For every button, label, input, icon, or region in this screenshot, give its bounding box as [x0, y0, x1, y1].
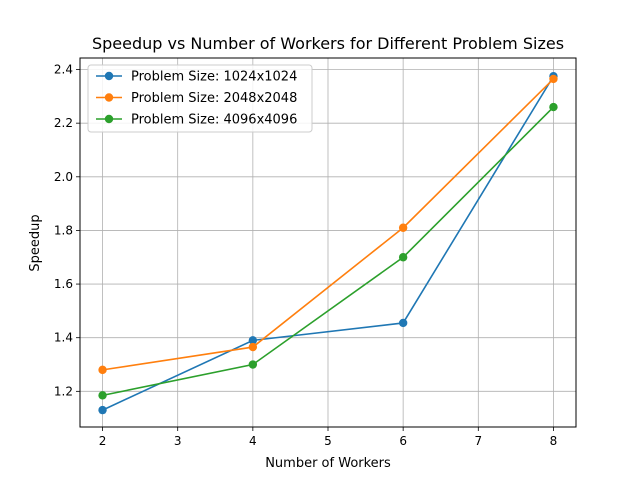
y-tick-label: 1.4 — [54, 331, 73, 345]
data-point — [549, 102, 558, 112]
legend-item: Problem Size: 4096x4096 — [96, 113, 297, 128]
x-tick-label: 2 — [99, 434, 107, 448]
legend-label: Problem Size: 4096x4096 — [131, 113, 297, 128]
y-tick-label: 2.0 — [54, 170, 73, 184]
x-tick-label: 3 — [174, 434, 182, 448]
data-point — [398, 223, 408, 232]
legend: Problem Size: 1024x1024 Problem Size: 204… — [87, 64, 313, 133]
legend-marker — [104, 71, 114, 81]
x-tick-label: 4 — [249, 434, 257, 448]
y-tick-label: 1.6 — [54, 277, 73, 291]
x-axis-label: Number of Workers — [265, 456, 391, 471]
y-axis-ticks: 1.2 1.4 1.6 1.8 2.0 2.2 2.4 — [54, 63, 80, 398]
data-point — [248, 336, 258, 345]
x-axis-ticks: 2 3 4 5 6 7 8 — [99, 427, 558, 448]
legend-label: Problem Size: 2048x2048 — [131, 91, 297, 106]
series-line — [102, 78, 555, 371]
data-point — [248, 360, 258, 369]
data-point — [398, 253, 408, 262]
y-tick-label: 1.8 — [54, 223, 73, 237]
x-tick-label: 5 — [324, 434, 332, 448]
x-tick-label: 8 — [550, 434, 558, 448]
legend-item: Problem Size: 1024x1024 — [96, 70, 297, 85]
series-line — [102, 75, 555, 411]
series-line — [102, 106, 555, 397]
data-point — [549, 74, 558, 84]
data-point — [98, 365, 107, 375]
series-2 — [98, 74, 558, 375]
legend-item: Problem Size: 2048x2048 — [96, 91, 297, 106]
y-tick-label: 2.2 — [54, 116, 73, 130]
x-tick-label: 6 — [399, 434, 407, 448]
x-tick-label: 7 — [474, 434, 482, 448]
data-point — [98, 391, 107, 400]
legend-box — [87, 64, 313, 133]
data-point — [398, 318, 408, 328]
chart-title: Speedup vs Number of Workers for Differe… — [92, 34, 564, 53]
data-point — [248, 342, 258, 352]
y-tick-label: 2.4 — [54, 63, 73, 77]
y-tick-label: 1.2 — [54, 384, 73, 398]
legend-marker — [104, 114, 114, 124]
legend-marker — [104, 93, 114, 102]
series-3 — [98, 102, 558, 400]
y-axis-label: Speedup — [28, 214, 43, 271]
data-point — [98, 405, 107, 415]
legend-label: Problem Size: 1024x1024 — [131, 70, 297, 85]
series-layer — [98, 72, 558, 415]
